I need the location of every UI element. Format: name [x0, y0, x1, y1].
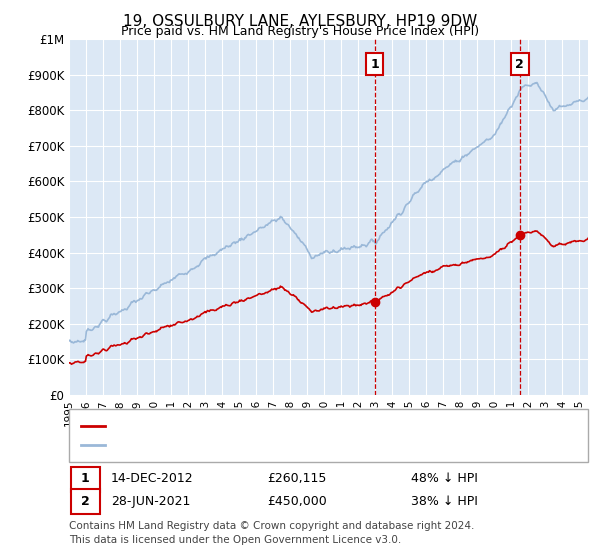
Text: Price paid vs. HM Land Registry's House Price Index (HPI): Price paid vs. HM Land Registry's House … [121, 25, 479, 38]
Text: 14-DEC-2012: 14-DEC-2012 [111, 472, 194, 486]
Text: 1: 1 [81, 472, 89, 486]
Text: 28-JUN-2021: 28-JUN-2021 [111, 494, 190, 508]
Text: 1: 1 [370, 58, 379, 71]
Text: £450,000: £450,000 [267, 494, 327, 508]
Text: 38% ↓ HPI: 38% ↓ HPI [411, 494, 478, 508]
Text: 19, OSSULBURY LANE, AYLESBURY, HP19 9DW (detached house): 19, OSSULBURY LANE, AYLESBURY, HP19 9DW … [111, 421, 470, 431]
Text: 19, OSSULBURY LANE, AYLESBURY, HP19 9DW: 19, OSSULBURY LANE, AYLESBURY, HP19 9DW [123, 14, 477, 29]
Text: HPI: Average price, detached house, Buckinghamshire: HPI: Average price, detached house, Buck… [111, 440, 414, 450]
Text: 2: 2 [515, 58, 524, 71]
Text: 48% ↓ HPI: 48% ↓ HPI [411, 472, 478, 486]
Text: Contains HM Land Registry data © Crown copyright and database right 2024.: Contains HM Land Registry data © Crown c… [69, 521, 475, 531]
Text: This data is licensed under the Open Government Licence v3.0.: This data is licensed under the Open Gov… [69, 535, 401, 545]
Text: 2: 2 [81, 494, 89, 508]
Text: £260,115: £260,115 [267, 472, 326, 486]
